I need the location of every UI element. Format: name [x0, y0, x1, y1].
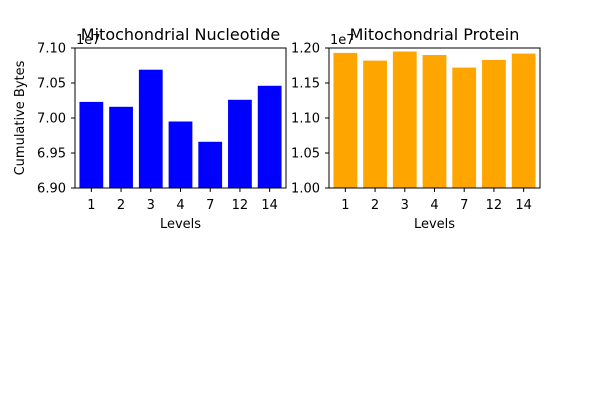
y-offset-label: 1e7	[330, 33, 355, 48]
chart-title: Mitochondrial Nucleotide	[81, 25, 280, 44]
bar	[109, 106, 133, 188]
x-tick-label: 3	[147, 198, 155, 213]
bar	[363, 60, 387, 188]
bar	[511, 53, 536, 188]
x-tick-label: 1	[341, 198, 349, 213]
bar	[392, 51, 417, 188]
y-tick-label: 1.20	[291, 42, 320, 57]
x-axis-label: Levels	[160, 217, 201, 232]
y-tick-label: 1.10	[291, 112, 320, 127]
bar	[79, 101, 104, 188]
x-tick-label: 12	[232, 198, 249, 213]
bar	[228, 99, 252, 188]
y-tick-label: 6.90	[37, 182, 66, 197]
y-ticks: 1.00 1.05 1.10 1.15 1.20	[291, 42, 329, 197]
bar	[198, 141, 223, 188]
x-axis-label: Levels	[414, 217, 455, 232]
y-offset-label: 1e7	[76, 33, 101, 48]
chart-title: Mitochondrial Protein	[350, 25, 520, 44]
y-ticks: 6.90 6.95 7.00 7.05 7.10	[37, 42, 75, 197]
y-tick-label: 7.10	[37, 42, 66, 57]
x-tick-label: 14	[515, 198, 532, 213]
x-tick-label: 14	[261, 198, 278, 213]
y-axis-label: Cumulative Bytes	[13, 60, 28, 175]
x-tick-label: 7	[206, 198, 214, 213]
bar	[138, 69, 163, 188]
chart-nucleotide: Mitochondrial Nucleotide 1e7 Cumulative …	[13, 25, 287, 232]
y-tick-label: 7.00	[37, 112, 66, 127]
bar	[482, 59, 506, 189]
plot-frame	[328, 47, 541, 189]
x-tick-label: 4	[430, 198, 438, 213]
bars	[333, 51, 536, 189]
x-tick-label: 3	[401, 198, 409, 213]
x-tick-label: 4	[176, 198, 184, 213]
x-tick-label: 2	[371, 198, 379, 213]
bars	[79, 69, 282, 188]
y-tick-label: 1.05	[291, 147, 320, 162]
bar	[452, 67, 477, 188]
x-ticks: 1 2 3 4 7 12 14	[87, 188, 278, 213]
x-tick-label: 12	[486, 198, 503, 213]
y-tick-label: 7.05	[37, 77, 66, 92]
x-tick-label: 7	[460, 198, 468, 213]
y-tick-label: 6.95	[37, 147, 66, 162]
bar	[422, 55, 447, 188]
bar	[168, 121, 193, 188]
y-tick-label: 1.15	[291, 77, 320, 92]
x-tick-label: 1	[87, 198, 95, 213]
bar	[257, 85, 282, 188]
y-tick-label: 1.00	[291, 182, 320, 197]
x-ticks: 1 2 3 4 7 12 14	[341, 188, 532, 213]
x-tick-label: 2	[117, 198, 125, 213]
plot-frame	[74, 47, 287, 189]
chart-protein: Mitochondrial Protein 1e7 Levels 1.001.0…	[291, 25, 541, 232]
bar	[333, 52, 358, 189]
